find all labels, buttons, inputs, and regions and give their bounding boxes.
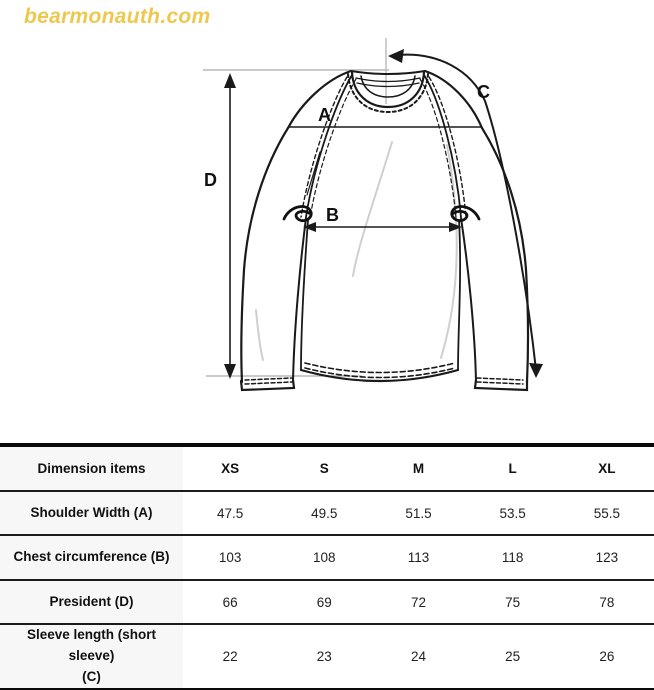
value-cell: 23 — [316, 648, 332, 664]
row-label: President (D) — [0, 580, 183, 624]
col-header-dimension: Dimension items — [0, 445, 183, 491]
measure-line-c — [397, 53, 537, 371]
guide-lines — [203, 38, 389, 377]
size-chart-table: Dimension items XS S M L XL Shoulder Wid… — [0, 443, 654, 690]
shirt-diagram-svg: A B C D — [203, 38, 543, 392]
value-cell: 69 — [316, 594, 332, 610]
value-cell: 103 — [218, 550, 242, 565]
value-cell: 108 — [313, 550, 336, 565]
value-cell: 113 — [407, 550, 430, 565]
sleeve-right — [480, 126, 530, 384]
col-header-s: S — [319, 461, 329, 476]
raglan-seam-right — [423, 74, 462, 218]
size-chart-header-row: Dimension items XS S M L XL — [0, 445, 654, 491]
label-c: C — [477, 82, 490, 102]
cuff-right — [473, 378, 529, 392]
value-cell: 25 — [505, 648, 521, 664]
value-cell: 47.5 — [216, 505, 244, 521]
col-header-m: M — [412, 461, 425, 476]
sleeve-left — [240, 126, 290, 384]
label-a: A — [318, 105, 331, 125]
table-row-president-length: President (D) 66 69 72 75 78 — [0, 580, 654, 624]
measurement-lines — [224, 49, 543, 379]
value-cell: 78 — [599, 594, 615, 610]
value-cell: 118 — [501, 550, 524, 565]
collar-stitch — [347, 73, 429, 114]
col-header-xs: XS — [221, 461, 240, 476]
drape-lines — [255, 141, 458, 361]
shirt-size-diagram: A B C D — [0, 30, 654, 442]
value-cell: 55.5 — [593, 505, 621, 521]
raglan-seam-left — [305, 74, 353, 218]
label-d: D — [204, 170, 217, 190]
row-label: Shoulder Width (A) — [0, 491, 183, 535]
value-cell: 72 — [410, 594, 426, 610]
value-cell: 66 — [222, 594, 238, 610]
value-cell: 24 — [410, 648, 426, 664]
hem — [299, 368, 460, 383]
shirt-outline — [239, 69, 530, 392]
armpit-curl-left — [282, 205, 313, 222]
row-label: Sleeve length (short sleeve) (C) — [0, 624, 183, 690]
col-header-l: L — [508, 461, 517, 476]
armpit-curl-right — [450, 205, 481, 222]
row-label: Chest circumference (B) — [0, 535, 183, 580]
cuff-left — [239, 378, 296, 392]
table-row-sleeve-length: Sleeve length (short sleeve) (C) 22 23 2… — [0, 624, 654, 690]
site-title: bearmonauth.com — [24, 5, 211, 28]
table-row-shoulder-width: Shoulder Width (A) 47.5 49.5 51.5 53.5 5… — [0, 491, 654, 535]
value-cell: 22 — [222, 648, 238, 664]
value-cell: 49.5 — [311, 505, 338, 521]
measurement-labels: A B C D — [204, 82, 490, 225]
value-cell: 123 — [595, 550, 619, 565]
table-row-chest-circumference: Chest circumference (B) 103 108 113 118 … — [0, 535, 654, 580]
collar-band — [350, 70, 426, 109]
size-chart: Dimension items XS S M L XL Shoulder Wid… — [0, 443, 654, 690]
col-header-xl: XL — [598, 461, 616, 476]
value-cell: 75 — [505, 594, 521, 610]
value-cell: 51.5 — [405, 505, 432, 521]
label-b: B — [326, 205, 339, 225]
value-cell: 53.5 — [499, 505, 526, 521]
value-cell: 26 — [599, 648, 615, 664]
